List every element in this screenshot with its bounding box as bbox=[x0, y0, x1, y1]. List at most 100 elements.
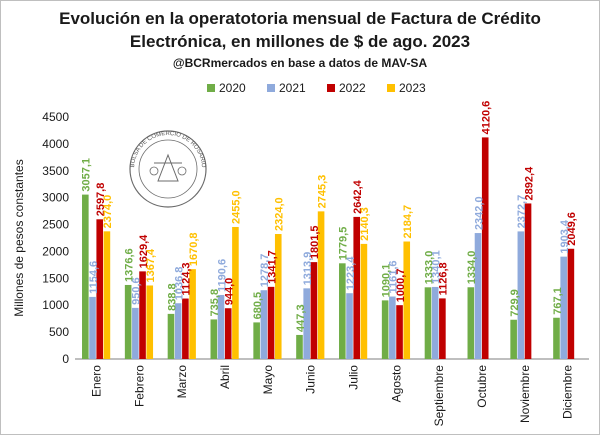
data-label-2021-Septiembre: 1340,1 bbox=[430, 250, 442, 284]
data-label-2022-Marzo: 1124,3 bbox=[181, 262, 193, 295]
data-label-2021-Mayo: 1278,7 bbox=[259, 254, 271, 288]
y-tick-label: 2000 bbox=[42, 244, 69, 258]
data-label-2020-Junio: 447,3 bbox=[295, 304, 307, 332]
data-label-2021-Diciembre: 1903,4 bbox=[559, 219, 571, 254]
bar-2023-Abril bbox=[232, 226, 239, 359]
data-label-2023-Agosto: 2184,7 bbox=[402, 205, 414, 239]
data-label-2021-Agosto: 1161,6 bbox=[388, 260, 400, 293]
x-tick-label: Diciembre bbox=[561, 365, 575, 419]
bar-2020-Agosto bbox=[381, 300, 389, 359]
data-label-2022-Noviembre: 2892,4 bbox=[523, 166, 535, 201]
x-tick-label: Noviembre bbox=[518, 365, 532, 423]
bar-2020-Septiembre bbox=[424, 287, 432, 359]
bar-2021-Octubre bbox=[474, 233, 482, 359]
legend-swatch-2021 bbox=[267, 84, 275, 92]
y-tick-label: 2500 bbox=[42, 218, 69, 232]
bar-2021-Mayo bbox=[260, 290, 268, 359]
bar-2022-Diciembre bbox=[567, 248, 575, 359]
bar-2022-Noviembre bbox=[524, 203, 532, 359]
legend-label-2023: 2023 bbox=[399, 81, 426, 95]
data-label-2022-Septiembre: 1126,8 bbox=[438, 262, 450, 295]
bars bbox=[82, 137, 575, 359]
bar-2021-Septiembre bbox=[431, 286, 439, 359]
bar-2023-Febrero bbox=[146, 285, 154, 359]
data-label-2022-Enero: 2597,8 bbox=[95, 183, 107, 217]
data-label-2023-Febrero: 1367,4 bbox=[145, 248, 157, 283]
legend-label-2020: 2020 bbox=[219, 81, 246, 95]
data-label-2022-Julio: 2642,4 bbox=[352, 179, 364, 214]
data-label-2021-Abril: 1190,6 bbox=[216, 259, 228, 292]
bar-2021-Julio bbox=[346, 293, 353, 359]
legend-swatch-2023 bbox=[387, 84, 395, 92]
y-tick-label: 1500 bbox=[42, 271, 69, 285]
bar-2020-Marzo bbox=[167, 313, 175, 359]
data-label-2021-Julio: 1223,4 bbox=[345, 256, 357, 291]
y-tick-label: 4000 bbox=[42, 137, 69, 151]
data-label-2020-Marzo: 838,8 bbox=[166, 283, 178, 311]
bar-2021-Abril bbox=[217, 294, 225, 359]
data-label-2023-Enero: 2374,0 bbox=[102, 195, 114, 229]
bar-2023-Mayo bbox=[274, 234, 282, 359]
data-label-2022-Febrero: 1629,4 bbox=[138, 234, 150, 269]
data-label-2021-Febrero: 950,6 bbox=[131, 277, 143, 305]
data-label-2022-Abril: 944,0 bbox=[224, 278, 236, 306]
bar-2022-Mayo bbox=[267, 286, 275, 359]
bar-2022-Junio bbox=[310, 262, 318, 359]
data-label-2020-Agosto: 1090,1 bbox=[380, 264, 392, 298]
y-tick-label: 500 bbox=[49, 325, 69, 339]
bar-2023-Enero bbox=[103, 231, 111, 359]
bar-2021-Junio bbox=[303, 288, 310, 359]
bcr-seal-icon: BOLSA DE COMERCIO DE ROSARIO bbox=[129, 130, 207, 208]
bar-2022-Agosto bbox=[396, 305, 403, 359]
x-axis: Enero Febrero Marzo Abril Mayo Junio Julio Agos… bbox=[89, 365, 574, 427]
bar-2022-Enero bbox=[96, 219, 104, 359]
data-label-2021-Noviembre: 2372,7 bbox=[516, 195, 528, 229]
data-label-2023-Marzo: 1670,8 bbox=[188, 232, 200, 266]
data-label-2020-Noviembre: 729,9 bbox=[509, 289, 521, 317]
data-label-2021-Marzo: 1036,8 bbox=[173, 267, 185, 301]
y-axis-label: Millones de pesos constantes bbox=[12, 159, 26, 316]
data-label-2023-Junio: 2745,3 bbox=[316, 175, 328, 209]
data-label-2022-Diciembre: 2049,6 bbox=[566, 212, 578, 246]
data-label-2020-Mayo: 680,5 bbox=[252, 292, 264, 320]
data-label-2020-Diciembre: 767,1 bbox=[552, 287, 564, 315]
bar-2023-Marzo bbox=[189, 269, 196, 359]
bar-2020-Julio bbox=[339, 263, 346, 359]
data-label-2021-Junio: 1313,9 bbox=[302, 252, 314, 286]
data-label-2020-Octubre: 1334,0 bbox=[466, 251, 478, 285]
bar-2020-Abril bbox=[210, 319, 218, 359]
x-tick-label: Abril bbox=[218, 365, 232, 389]
data-label-2023-Abril: 2455,0 bbox=[231, 190, 243, 224]
bar-2022-Febrero bbox=[139, 271, 146, 359]
x-tick-label: Enero bbox=[89, 365, 103, 397]
data-label-2022-Octubre: 4120,6 bbox=[481, 101, 493, 135]
bar-2020-Junio bbox=[296, 334, 303, 359]
legend-swatch-2020 bbox=[207, 84, 215, 92]
bar-2021-Enero bbox=[89, 296, 96, 359]
x-tick-label: Septiembre bbox=[432, 365, 446, 427]
y-tick-label: 0 bbox=[62, 352, 69, 366]
legend-label-2022: 2022 bbox=[339, 81, 366, 95]
legend: 2020 2021 2022 2023 bbox=[207, 81, 426, 95]
x-tick-label: Marzo bbox=[175, 365, 189, 399]
x-tick-label: Junio bbox=[304, 365, 318, 394]
data-label-2020-Julio: 1779,5 bbox=[338, 227, 350, 261]
data-label-2022-Mayo: 1341,7 bbox=[266, 250, 278, 284]
data-label-2020-Enero: 3057,1 bbox=[81, 158, 93, 192]
bar-2022-Abril bbox=[224, 308, 232, 359]
chart-title: Evolución en la operatotoria mensual de … bbox=[59, 9, 541, 28]
data-label-2020-Abril: 735,8 bbox=[209, 289, 221, 317]
data-label-2020-Septiembre: 1333,0 bbox=[423, 251, 435, 285]
x-tick-label: Octubre bbox=[475, 365, 489, 408]
bar-2020-Octubre bbox=[467, 287, 475, 359]
bar-2020-Mayo bbox=[253, 322, 260, 359]
data-label-2023-Julio: 2140,3 bbox=[359, 207, 371, 241]
data-label-2020-Febrero: 1376,6 bbox=[123, 248, 135, 282]
chart-subtitle: @BCRmercados en base a datos de MAV-SA bbox=[172, 56, 428, 70]
y-tick-label: 4500 bbox=[42, 110, 69, 124]
bar-2020-Diciembre bbox=[553, 317, 560, 359]
bar-2021-Marzo bbox=[174, 303, 182, 359]
y-tick-label: 1000 bbox=[42, 298, 69, 312]
